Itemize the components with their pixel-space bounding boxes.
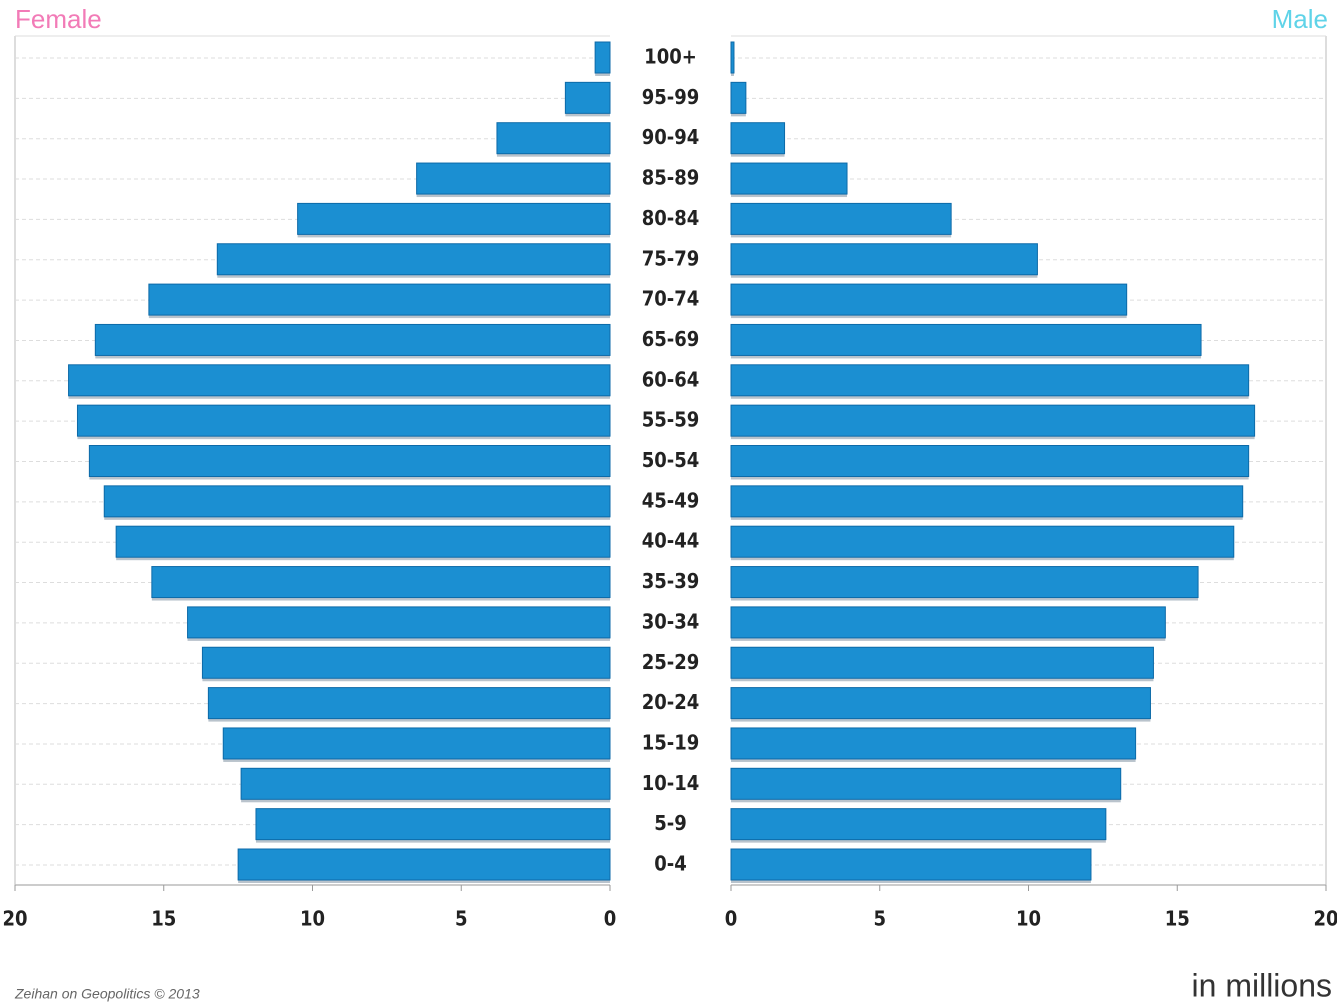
bar: [730, 243, 1038, 276]
bar: [730, 767, 1122, 800]
bar: [115, 525, 611, 558]
category-label: 55-59: [642, 408, 700, 432]
bar: [730, 323, 1202, 356]
category-label: 90-94: [642, 125, 700, 149]
category-label: 25-29: [642, 650, 700, 674]
bar: [94, 323, 611, 356]
bar: [730, 445, 1250, 477]
category-label: 5-9: [654, 811, 687, 835]
category-label: 10-14: [642, 771, 700, 795]
category-label: 40-44: [642, 529, 700, 553]
bar: [730, 81, 747, 114]
category-label: 100+: [644, 45, 697, 69]
source: Zeihan on Geopolitics © 2013: [14, 986, 200, 1002]
x-tick-label: 20: [1313, 907, 1337, 931]
bar: [730, 202, 952, 235]
bar: [237, 848, 611, 881]
category-label: 0-4: [654, 852, 687, 876]
x-tick-label: 0: [725, 907, 738, 931]
x-tick-label: 0: [604, 907, 617, 931]
bar: [730, 122, 786, 155]
bar: [730, 364, 1250, 397]
category-label: 20-24: [642, 690, 700, 714]
bar: [496, 122, 611, 155]
bar: [730, 283, 1128, 316]
category-label: 45-49: [642, 488, 700, 512]
bar: [730, 162, 848, 195]
bar: [730, 848, 1092, 881]
bar: [68, 364, 611, 397]
category-label: 15-19: [642, 730, 700, 754]
bar: [730, 606, 1166, 639]
bar: [88, 445, 611, 477]
bar: [151, 566, 611, 599]
bar: [730, 727, 1137, 760]
female-title: Female: [15, 4, 102, 34]
x-tick-label: 15: [151, 907, 176, 931]
male-title: Male: [1272, 4, 1328, 34]
bar: [216, 243, 611, 276]
category-label: 60-64: [642, 367, 700, 391]
bar: [201, 646, 611, 679]
x-tick-label: 10: [1016, 907, 1041, 931]
bar: [103, 485, 611, 518]
category-label: 35-39: [642, 569, 700, 593]
bar: [564, 81, 611, 114]
x-tick-label: 20: [2, 907, 27, 931]
category-label: 85-89: [642, 166, 700, 190]
x-label: in millions: [1192, 967, 1332, 1003]
bar: [297, 202, 611, 235]
bar: [730, 404, 1256, 437]
bar: [207, 687, 611, 720]
bar: [730, 485, 1244, 518]
bar: [730, 808, 1107, 841]
x-tick-label: 5: [873, 907, 886, 931]
bar: [187, 606, 611, 639]
bar: [730, 41, 735, 74]
bar: [255, 808, 611, 841]
bar: [730, 566, 1199, 599]
bar: [222, 727, 611, 760]
category-label: 50-54: [642, 448, 700, 472]
bar: [76, 404, 611, 437]
x-tick-label: 15: [1165, 907, 1190, 931]
bar: [240, 767, 611, 800]
category-label: 75-79: [642, 246, 700, 270]
bar: [730, 646, 1154, 679]
bar: [416, 162, 611, 195]
x-tick-label: 5: [455, 907, 468, 931]
bar: [730, 525, 1235, 558]
category-label: 65-69: [642, 327, 700, 351]
x-tick-label: 10: [300, 907, 325, 931]
bar: [730, 687, 1151, 720]
category-label: 95-99: [642, 85, 700, 109]
category-label: 30-34: [642, 609, 700, 633]
bar: [594, 41, 611, 74]
category-label: 70-74: [642, 287, 700, 311]
bar: [148, 283, 611, 316]
category-label: 80-84: [642, 206, 700, 230]
